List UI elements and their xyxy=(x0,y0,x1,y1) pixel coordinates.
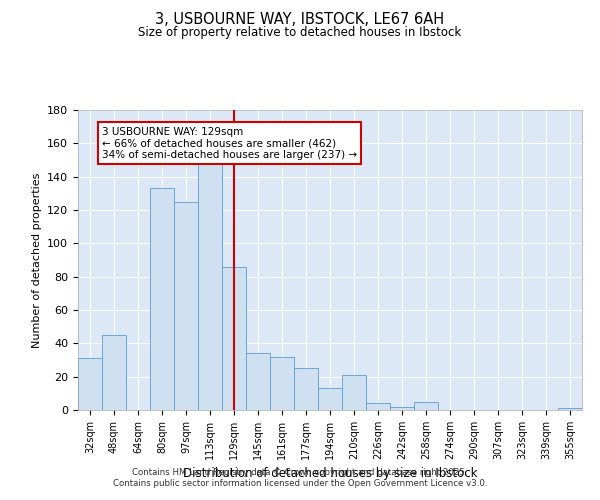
Bar xyxy=(198,164,222,410)
Bar xyxy=(294,368,318,410)
Bar xyxy=(414,402,438,410)
Text: 3, USBOURNE WAY, IBSTOCK, LE67 6AH: 3, USBOURNE WAY, IBSTOCK, LE67 6AH xyxy=(155,12,445,28)
Y-axis label: Number of detached properties: Number of detached properties xyxy=(32,172,41,348)
Bar xyxy=(78,358,102,410)
Bar xyxy=(174,202,198,410)
Bar xyxy=(342,375,366,410)
Bar xyxy=(270,356,294,410)
Bar xyxy=(390,406,414,410)
Bar xyxy=(366,404,390,410)
Text: Contains HM Land Registry data © Crown copyright and database right 2025.
Contai: Contains HM Land Registry data © Crown c… xyxy=(113,468,487,487)
Text: Size of property relative to detached houses in Ibstock: Size of property relative to detached ho… xyxy=(139,26,461,39)
Bar xyxy=(318,388,342,410)
Bar xyxy=(222,266,246,410)
Bar xyxy=(102,335,126,410)
Text: 3 USBOURNE WAY: 129sqm
← 66% of detached houses are smaller (462)
34% of semi-de: 3 USBOURNE WAY: 129sqm ← 66% of detached… xyxy=(102,126,357,160)
Bar xyxy=(150,188,174,410)
Bar xyxy=(246,354,270,410)
X-axis label: Distribution of detached houses by size in Ibstock: Distribution of detached houses by size … xyxy=(183,468,477,480)
Bar xyxy=(558,408,582,410)
